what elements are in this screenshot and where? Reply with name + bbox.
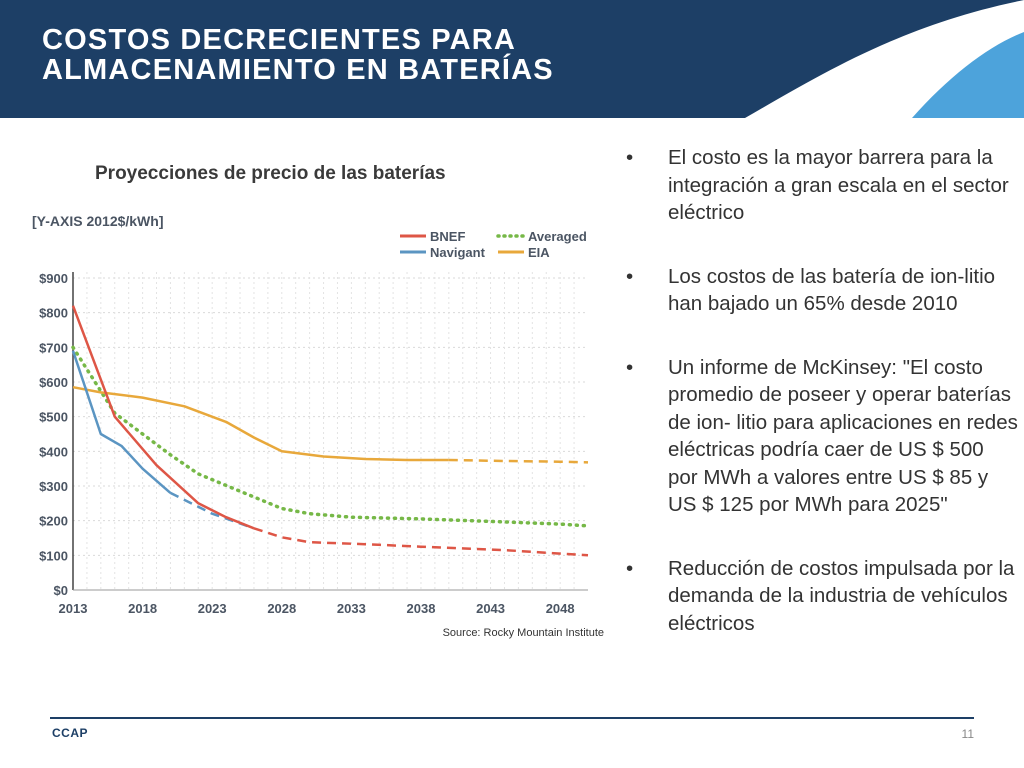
bullet-text: Reducción de costos impulsada por la dem… [668, 556, 1015, 635]
series-eia-line-actual [72, 385, 449, 462]
bullet-item: • Reducción de costos impulsada por la de… [626, 555, 1018, 638]
x-tick-label: 2048 [546, 601, 575, 616]
y-tick-label: $800 [39, 306, 68, 321]
bullet-item: • Los costos de las batería de ion-litio … [626, 263, 1018, 318]
y-tick-label: $100 [39, 548, 68, 563]
bullet-text: Los costos de las batería de ion-litio h… [668, 264, 996, 316]
series-eia-line-projected [448, 458, 589, 464]
y-tick-label: $200 [39, 514, 68, 529]
y-tick-label: $400 [39, 444, 68, 459]
legend-averaged-label: Averaged [528, 229, 587, 244]
bullet-list: • El costo es la mayor barrera para la in… [626, 144, 1018, 673]
battery-price-chart: $0 $100 $200 $300 $400 $500 $600 $700 $800 $900 2… [32, 213, 590, 616]
x-tick-label: 2023 [198, 601, 227, 616]
series-bnef-line-actual [71, 305, 255, 530]
footer-divider [50, 717, 974, 719]
chart-title: Proyecciones de precio de las baterías [95, 163, 446, 184]
bullet-item: • El costo es la mayor barrera para la in… [626, 144, 1018, 227]
y-tick-label: $300 [39, 479, 68, 494]
bullet-marker: • [626, 264, 634, 288]
x-tick-label: 2043 [476, 601, 505, 616]
page-number: 11 [961, 727, 974, 741]
x-tick-label: 2018 [128, 601, 157, 616]
series-bnef-line-projected [253, 527, 589, 557]
y-tick-label: $500 [39, 410, 68, 425]
footer-brand: CCAP [52, 726, 89, 740]
chart-source: Source: Rocky Mountain Institute [442, 627, 604, 639]
y-tick-label: $700 [39, 340, 68, 355]
bullet-marker: • [626, 146, 634, 169]
slide-title-line1: COSTOS DECRECIENTES PARA [42, 24, 517, 56]
slide-title-line2: ALMACENAMIENTO EN BATERÍAS [42, 54, 554, 86]
y-tick-label: $600 [39, 375, 68, 390]
legend-bnef-label: BNEF [430, 229, 465, 244]
header-swoosh-decoration [745, 0, 1024, 118]
bullet-marker: • [626, 355, 634, 379]
x-tick-label: 2038 [407, 601, 436, 616]
y-tick-label: $900 [39, 271, 68, 286]
x-tick-label: 2013 [59, 601, 88, 616]
slide-header: COSTOS DECRECIENTES PARA ALMACENAMIENTO … [0, 0, 1024, 118]
bullet-text: Un informe de McKinsey: "El costo promed… [668, 355, 1018, 517]
series-navigant-line-actual [71, 350, 172, 494]
chart-series [71, 305, 590, 557]
x-tick-label: 2028 [267, 601, 296, 616]
legend-eia-label: EIA [528, 245, 550, 260]
x-tick-label: 2033 [337, 601, 366, 616]
chart-grid [72, 272, 588, 591]
legend-navigant-label: Navigant [430, 245, 486, 260]
y-tick-label: $0 [54, 583, 68, 598]
bullet-marker: • [626, 556, 634, 580]
y-tick-labels: $0 $100 $200 $300 $400 $500 $600 $700 $800 $900 [39, 271, 68, 598]
slide-title: COSTOS DECRECIENTES PARA ALMACENAMIENTO … [42, 25, 554, 85]
y-axis-label: [Y-AXIS 2012$/kWh] [32, 213, 164, 229]
x-tick-labels: 2013 2018 2023 2028 2033 2038 2043 2048 [59, 601, 575, 616]
bullet-item: • Un informe de McKinsey: "El costo prome… [626, 354, 1018, 519]
bullet-text: El costo es la mayor barrera para la int… [668, 146, 1009, 224]
series-averaged-line [71, 345, 590, 528]
